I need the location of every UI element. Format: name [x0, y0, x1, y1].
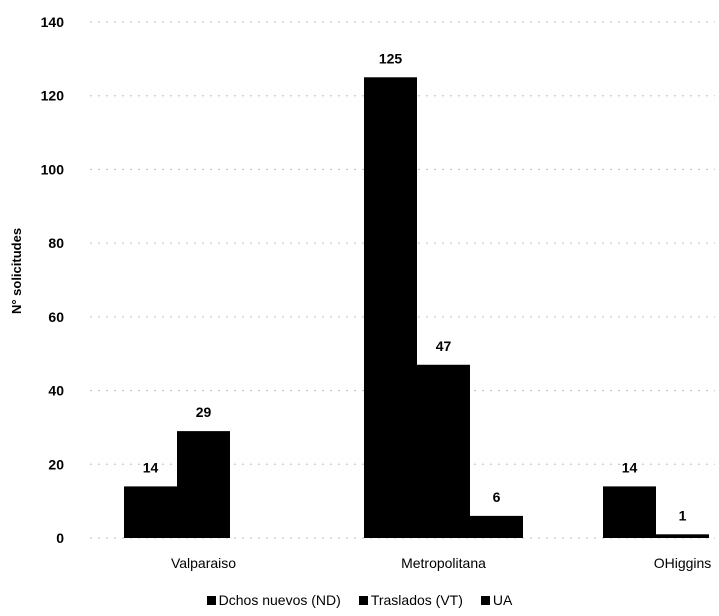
- bar: [124, 486, 177, 538]
- data-labels: 14 29 125 47 6 14 1: [143, 50, 687, 523]
- bar: [417, 364, 470, 538]
- x-category-label: OHiggins: [654, 555, 712, 571]
- legend-label-nd: Dchos nuevos (ND): [218, 592, 341, 608]
- legend-swatch-vt: [358, 595, 368, 605]
- legend-label-ua: UA: [492, 592, 513, 608]
- y-tick-label: 60: [48, 309, 64, 325]
- bar: [656, 534, 709, 538]
- y-tick-label: 120: [41, 88, 65, 104]
- y-tick-label: 20: [48, 456, 64, 472]
- legend-item-ua: UA: [480, 592, 513, 608]
- legend-item-nd: Dchos nuevos (ND): [206, 592, 341, 608]
- legend-item-vt: Traslados (VT): [358, 592, 463, 608]
- y-tick-label: 80: [48, 235, 64, 251]
- y-tick-label: 0: [56, 530, 64, 546]
- bar: [364, 77, 417, 539]
- y-tick-label: 140: [41, 14, 65, 30]
- bar: [177, 431, 230, 538]
- legend-label-vt: Traslados (VT): [370, 592, 463, 608]
- bar: [603, 486, 656, 538]
- data-label: 125: [379, 50, 403, 66]
- bar: [470, 515, 523, 538]
- data-label: 14: [143, 459, 159, 475]
- bars: [124, 77, 709, 539]
- x-category-label: Metropolitana: [401, 555, 486, 571]
- data-label: 47: [436, 338, 452, 354]
- data-label: 14: [622, 459, 638, 475]
- y-tick-label: 100: [41, 161, 65, 177]
- y-axis-ticks: 0 20 40 60 80 100 120 140: [41, 14, 65, 546]
- y-axis-title: N° solicitudes: [9, 228, 24, 314]
- legend: Dchos nuevos (ND) Traslados (VT) UA: [0, 592, 719, 608]
- y-tick-label: 40: [48, 383, 64, 399]
- data-label: 1: [679, 507, 687, 523]
- x-category-label: Valparaiso: [171, 555, 236, 571]
- data-label: 6: [493, 489, 501, 505]
- legend-swatch-nd: [206, 595, 216, 605]
- legend-swatch-ua: [480, 595, 490, 605]
- data-label: 29: [196, 404, 212, 420]
- x-axis-categories: Valparaiso Metropolitana OHiggins: [171, 555, 711, 571]
